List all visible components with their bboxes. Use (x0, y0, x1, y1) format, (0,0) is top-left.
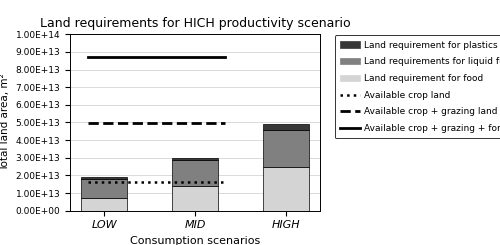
Bar (82, 198, 127, 211)
Y-axis label: Total land area, m²: Total land area, m² (0, 74, 10, 171)
Legend: Land requirement for plastics, Land requirements for liquid fuels, Land requirem: Land requirement for plastics, Land requ… (334, 35, 500, 138)
Title: Land requirements for HICH productivity scenario: Land requirements for HICH productivity … (40, 17, 350, 30)
X-axis label: Consumption scenarios: Consumption scenarios (130, 236, 260, 245)
Bar (263, 130, 308, 167)
Bar (172, 158, 218, 159)
Bar (263, 167, 308, 211)
Bar (82, 177, 127, 179)
Bar (263, 124, 308, 130)
Bar (172, 159, 218, 186)
Bar (82, 179, 127, 198)
Bar (172, 186, 218, 211)
